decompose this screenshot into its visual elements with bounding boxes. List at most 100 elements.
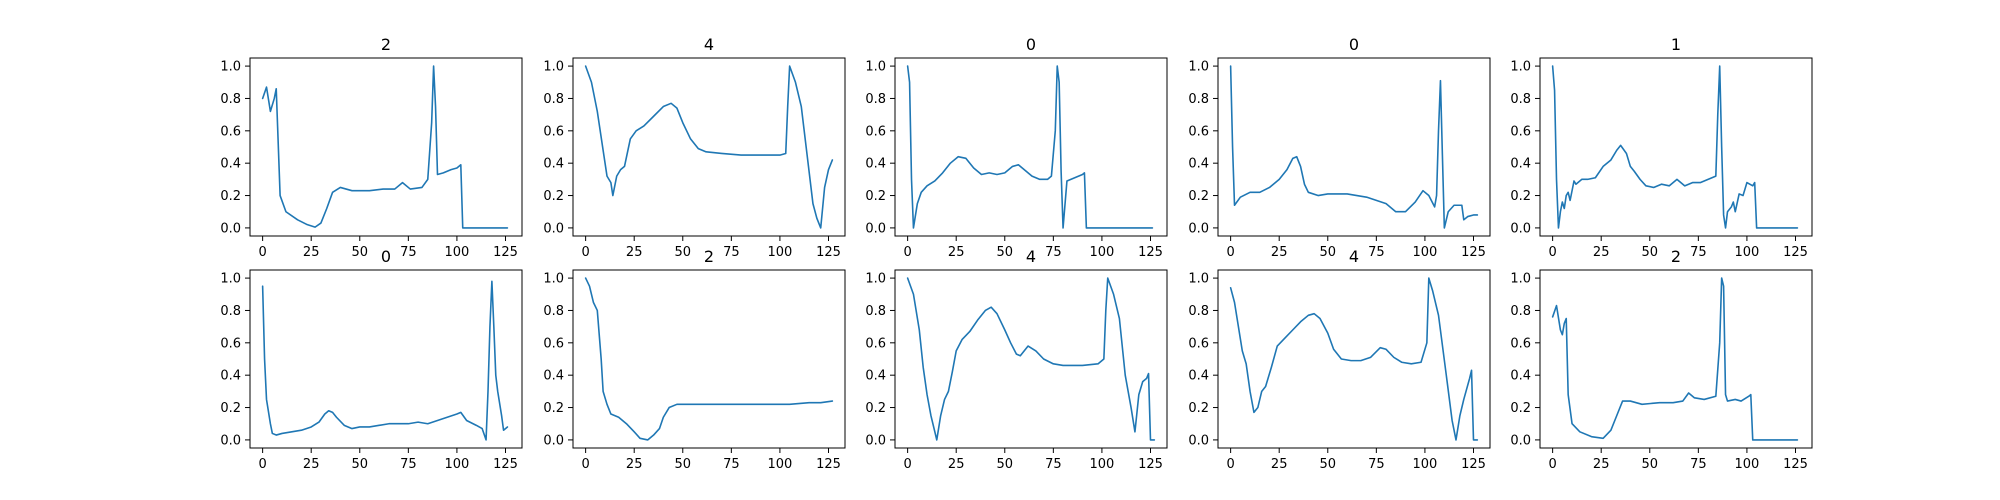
y-tick-label: 0.6 — [865, 336, 886, 351]
x-tick-label: 25 — [1593, 245, 1610, 260]
x-tick-label: 25 — [303, 245, 320, 260]
x-tick-label: 0 — [1226, 457, 1234, 472]
subplot-title: 2 — [1671, 247, 1681, 266]
x-tick-label: 50 — [1319, 457, 1336, 472]
y-tick-label: 0.2 — [865, 189, 886, 204]
y-tick-label: 0.4 — [220, 369, 241, 384]
y-tick-label: 0.6 — [543, 336, 564, 351]
x-tick-label: 50 — [1641, 457, 1658, 472]
y-tick-label: 0.6 — [865, 124, 886, 139]
y-tick-label: 0.8 — [543, 304, 564, 319]
y-tick-label: 0.4 — [865, 157, 886, 172]
x-tick-label: 100 — [1413, 245, 1438, 260]
axes-frame — [572, 269, 846, 449]
y-tick-label: 0.4 — [220, 157, 241, 172]
x-tick-label: 100 — [445, 245, 470, 260]
x-tick-label: 0 — [581, 245, 589, 260]
subplot-6: 0 0.0 0.2 0.4 0.6 0.8 1.0 0 25 50 75 100 125 — [220, 247, 523, 472]
y-tick-label: 0.6 — [543, 124, 564, 139]
x-tick-label: 50 — [1319, 245, 1336, 260]
y-tick-label: 1.0 — [865, 272, 886, 287]
axes-frame — [894, 269, 1168, 449]
y-tick-label: 0.8 — [220, 92, 241, 107]
subplot-title: 0 — [1026, 35, 1036, 54]
y-tick-label: 0.0 — [220, 433, 241, 448]
x-tick-label: 0 — [903, 245, 911, 260]
y-tick-label: 0.6 — [1510, 124, 1531, 139]
series-line — [1229, 277, 1479, 441]
y-tick-label: 0.4 — [543, 369, 564, 384]
x-tick-label: 25 — [1271, 457, 1288, 472]
x-tick-label: 0 — [258, 245, 266, 260]
series-line — [261, 280, 509, 441]
subplot-9: 4 0.0 0.2 0.4 0.6 0.8 1.0 0 25 50 75 100 125 — [1188, 247, 1491, 472]
subplot-10: 2 0.0 0.2 0.4 0.6 0.8 1.0 0 25 50 75 100 125 — [1510, 247, 1813, 472]
x-tick-label: 75 — [1690, 457, 1707, 472]
x-tick-label: 125 — [1783, 245, 1808, 260]
y-tick-label: 1.0 — [1188, 60, 1209, 75]
x-tick-label: 100 — [1413, 457, 1438, 472]
subplot-4: 0 0.0 0.2 0.4 0.6 0.8 1.0 0 25 50 75 100 125 — [1188, 35, 1491, 260]
y-tick-label: 0.8 — [1510, 304, 1531, 319]
y-tick-label: 0.0 — [1188, 221, 1209, 236]
y-tick-label: 0.2 — [543, 189, 564, 204]
subplot-title: 2 — [704, 247, 714, 266]
x-tick-label: 0 — [258, 457, 266, 472]
y-tick-label: 0.0 — [1510, 221, 1531, 236]
x-tick-label: 100 — [445, 457, 470, 472]
x-tick-label: 0 — [1548, 245, 1556, 260]
x-tick-label: 25 — [1593, 457, 1610, 472]
x-tick-label: 100 — [768, 457, 793, 472]
subplot-title: 1 — [1671, 35, 1681, 54]
subplot-title: 0 — [1349, 35, 1359, 54]
y-tick-label: 0.4 — [1188, 369, 1209, 384]
x-tick-label: 100 — [1090, 245, 1115, 260]
subplot-title: 2 — [381, 35, 391, 54]
y-tick-label: 1.0 — [1510, 272, 1531, 287]
x-tick-label: 75 — [1045, 245, 1062, 260]
x-tick-label: 100 — [768, 245, 793, 260]
y-tick-label: 1.0 — [1510, 60, 1531, 75]
subplot-3: 0 0.0 0.2 0.4 0.6 0.8 1.0 0 25 50 75 100 125 — [865, 35, 1168, 260]
y-tick-label: 0.4 — [1510, 369, 1531, 384]
x-tick-label: 25 — [1271, 245, 1288, 260]
y-tick-label: 0.2 — [1510, 401, 1531, 416]
y-tick-label: 0.4 — [1188, 157, 1209, 172]
subplot-title: 4 — [1349, 247, 1359, 266]
subplot-1: 2 0.0 0.2 0.4 0.6 0.8 1.0 0 25 50 75 100 125 — [220, 35, 523, 260]
y-tick-label: 0.6 — [1188, 336, 1209, 351]
series-line — [1551, 65, 1799, 229]
x-tick-label: 75 — [1690, 245, 1707, 260]
x-tick-label: 0 — [1226, 245, 1234, 260]
x-tick-label: 0 — [1548, 457, 1556, 472]
y-tick-label: 1.0 — [543, 272, 564, 287]
series-line — [584, 277, 834, 441]
x-tick-label: 75 — [1045, 457, 1062, 472]
x-tick-label: 0 — [903, 457, 911, 472]
y-tick-label: 0.2 — [1188, 401, 1209, 416]
subplot-7: 2 0.0 0.2 0.4 0.6 0.8 1.0 0 25 50 75 100 125 — [543, 247, 846, 472]
y-tick-label: 1.0 — [220, 272, 241, 287]
x-tick-label: 125 — [493, 457, 518, 472]
y-tick-label: 0.4 — [543, 157, 564, 172]
axes-frame — [1539, 57, 1813, 237]
x-tick-label: 50 — [1641, 245, 1658, 260]
x-tick-label: 50 — [996, 245, 1013, 260]
subplot-5: 1 0.0 0.2 0.4 0.6 0.8 1.0 0 25 50 75 100 125 — [1510, 35, 1813, 260]
series-line — [261, 65, 509, 229]
x-tick-label: 100 — [1735, 245, 1760, 260]
x-tick-label: 25 — [626, 245, 643, 260]
subplot-8: 4 0.0 0.2 0.4 0.6 0.8 1.0 0 25 50 75 100 125 — [865, 247, 1168, 472]
y-tick-label: 0.4 — [865, 369, 886, 384]
x-tick-label: 50 — [674, 245, 691, 260]
y-tick-label: 1.0 — [865, 60, 886, 75]
y-tick-label: 0.2 — [543, 401, 564, 416]
x-tick-label: 100 — [1735, 457, 1760, 472]
series-line — [906, 65, 1154, 229]
y-tick-label: 0.2 — [220, 189, 241, 204]
x-tick-label: 125 — [1783, 457, 1808, 472]
x-tick-label: 100 — [1090, 457, 1115, 472]
series-line — [906, 277, 1156, 441]
x-tick-label: 125 — [1138, 457, 1163, 472]
